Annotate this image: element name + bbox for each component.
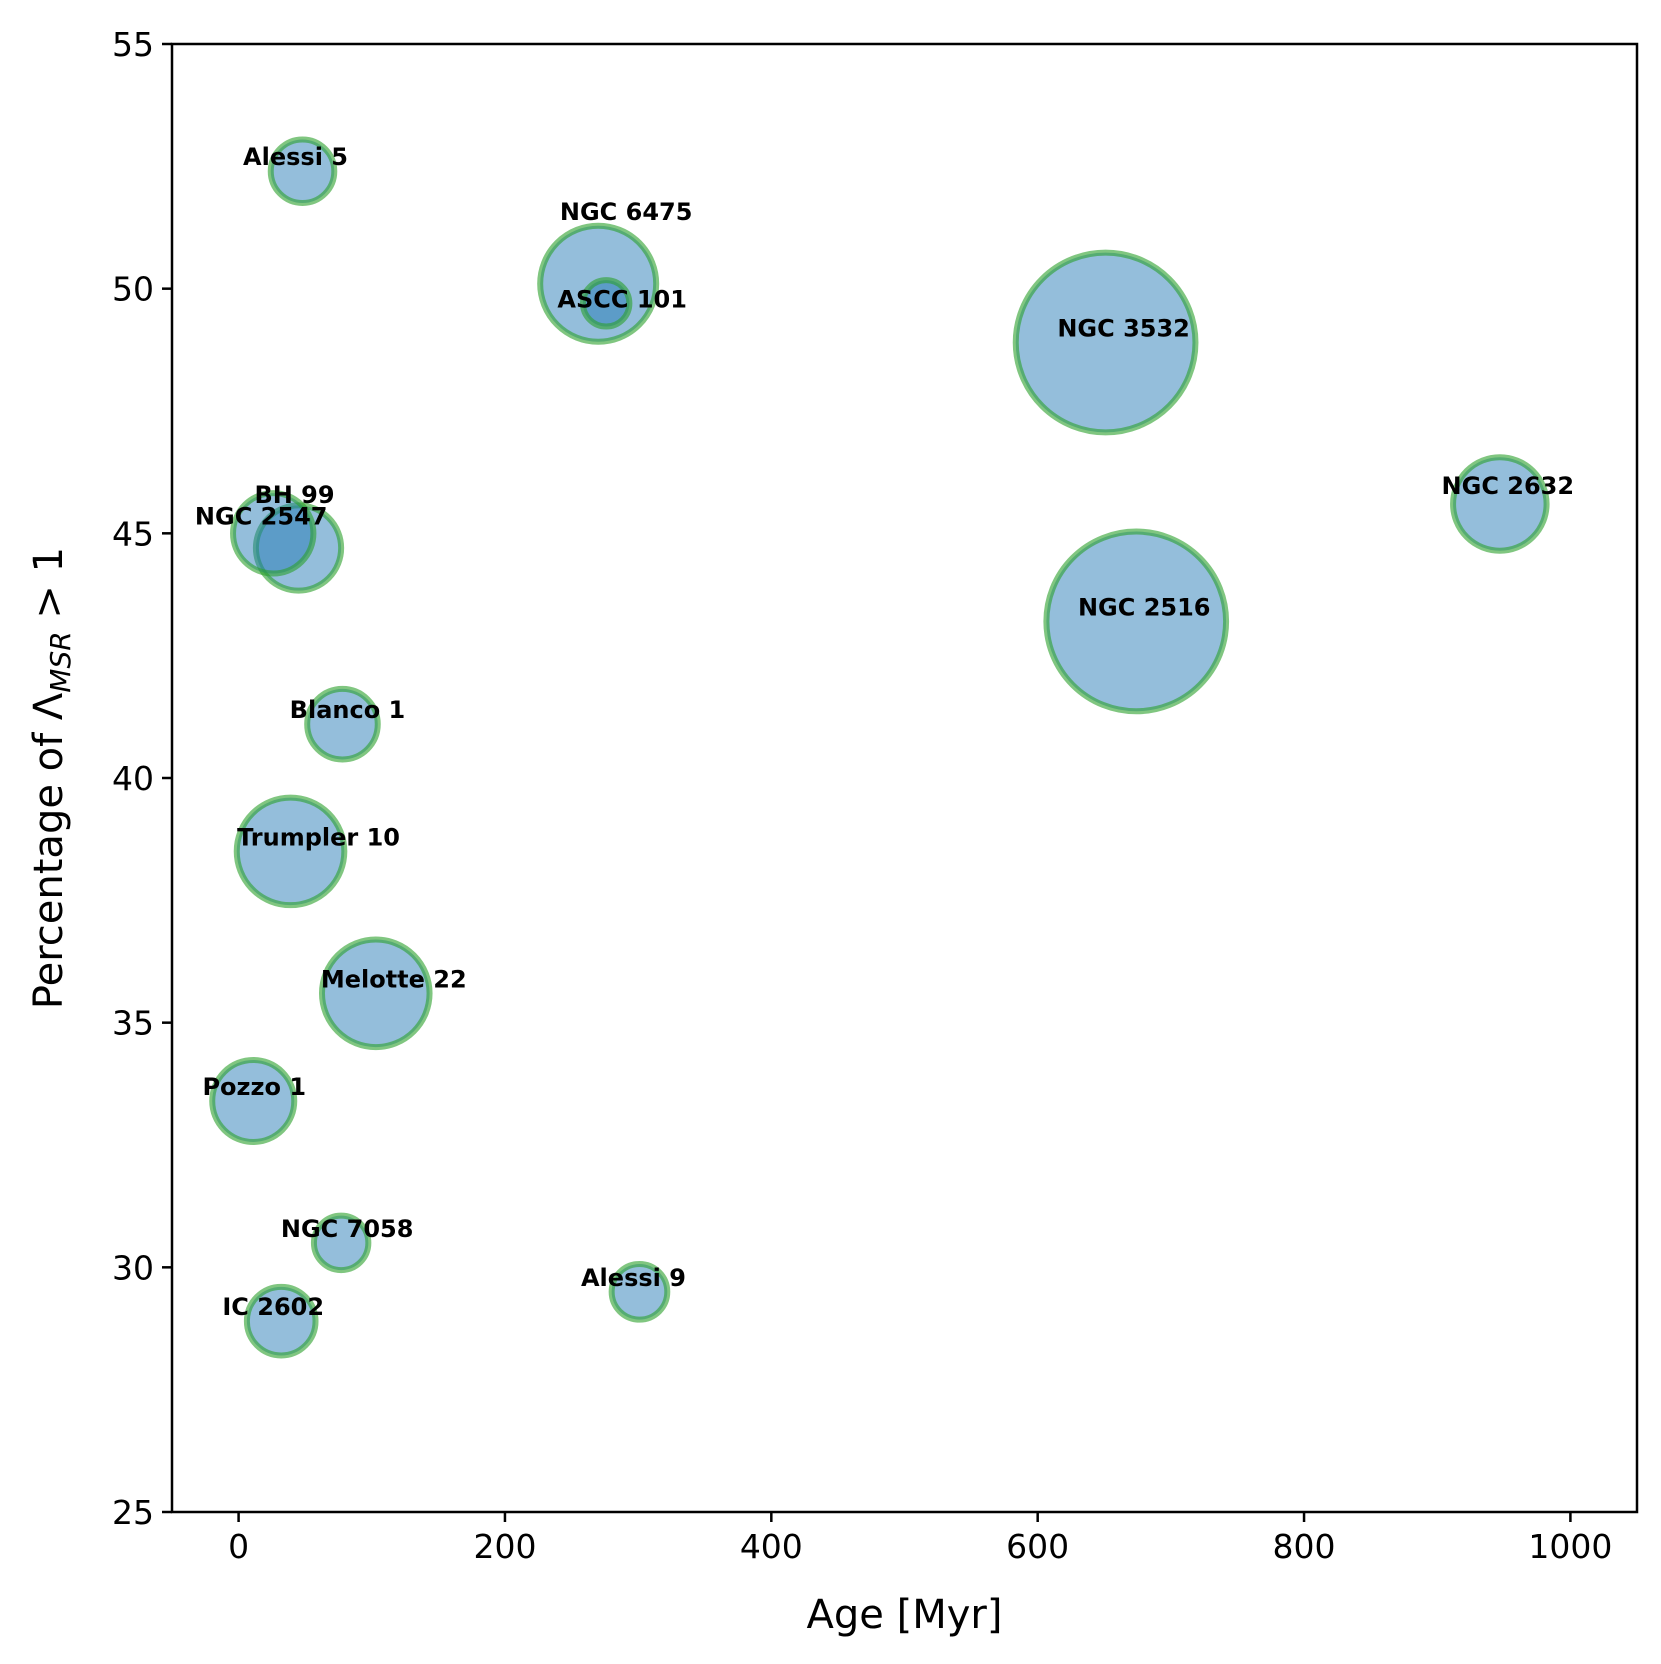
point-label-layer: Alessi 5 NGC 6475 ASCC 101 NGC 3532 NGC 2632… [195,143,1574,1321]
x-tick-label: 600 [1006,1527,1069,1566]
y-axis-label: Percentage of ΛMSR > 1 [26,547,77,1009]
bubble-label: NGC 2547 [195,502,328,530]
bubble-point [209,1056,298,1145]
y-axis-label-tail: > 1 [26,547,72,631]
bubble-label: NGC 7058 [281,1215,414,1243]
bubble-label: ASCC 101 [557,285,687,313]
bubble-point [230,490,317,577]
y-axis: 25 30 35 40 45 50 55 [112,25,172,1532]
x-axis: 0 200 400 600 800 1000 [228,1512,1612,1566]
x-tick-label: 400 [740,1527,803,1566]
y-axis-label-main: Percentage of Λ [26,692,72,1009]
bubble-label: BH 99 [254,481,334,509]
bubble-point [608,1260,671,1323]
bubble-label: Melotte 22 [321,965,467,993]
bubble-point [1450,454,1550,554]
y-tick-label: 45 [112,514,154,553]
bubble-label: Alessi 5 [243,143,348,171]
bubble-point [1012,249,1199,436]
bubble-point [267,136,338,206]
x-axis-label: Age [Myr] [807,1592,1003,1638]
bubble-label: NGC 3532 [1057,314,1190,342]
bubble-point [1043,528,1230,715]
x-tick-label: 1000 [1528,1527,1612,1566]
bubble-label: NGC 6475 [560,198,693,226]
bubble-point [304,685,381,763]
x-tick-label: 800 [1273,1527,1336,1566]
y-tick-label: 50 [112,270,154,309]
y-tick-label: 55 [112,25,154,64]
y-tick-label: 25 [112,1493,154,1532]
bubble-point [233,794,348,909]
bubble-point [310,1212,372,1274]
bubble-layer [209,136,1550,1359]
plot-frame [170,42,1639,1514]
x-tick-label: 200 [473,1527,536,1566]
x-tick-label: 0 [228,1527,249,1566]
bubble-label: Blanco 1 [290,696,406,724]
bubble-point [243,1283,319,1359]
bubble-label: NGC 2632 [1442,472,1575,500]
bubble-label: NGC 2516 [1078,593,1211,621]
bubble-label: Pozzo 1 [202,1073,306,1101]
bubble-label: Trumpler 10 [237,823,400,851]
y-tick-label: 40 [112,759,154,798]
bubble-point [579,277,633,330]
bubble-label: IC 2602 [222,1293,324,1321]
y-axis-label-subscript: MSR [44,631,77,692]
y-tick-label: 30 [112,1248,154,1287]
bubble-point [318,936,433,1051]
y-tick-label: 35 [112,1004,154,1043]
bubble-label: Alessi 9 [581,1264,686,1292]
